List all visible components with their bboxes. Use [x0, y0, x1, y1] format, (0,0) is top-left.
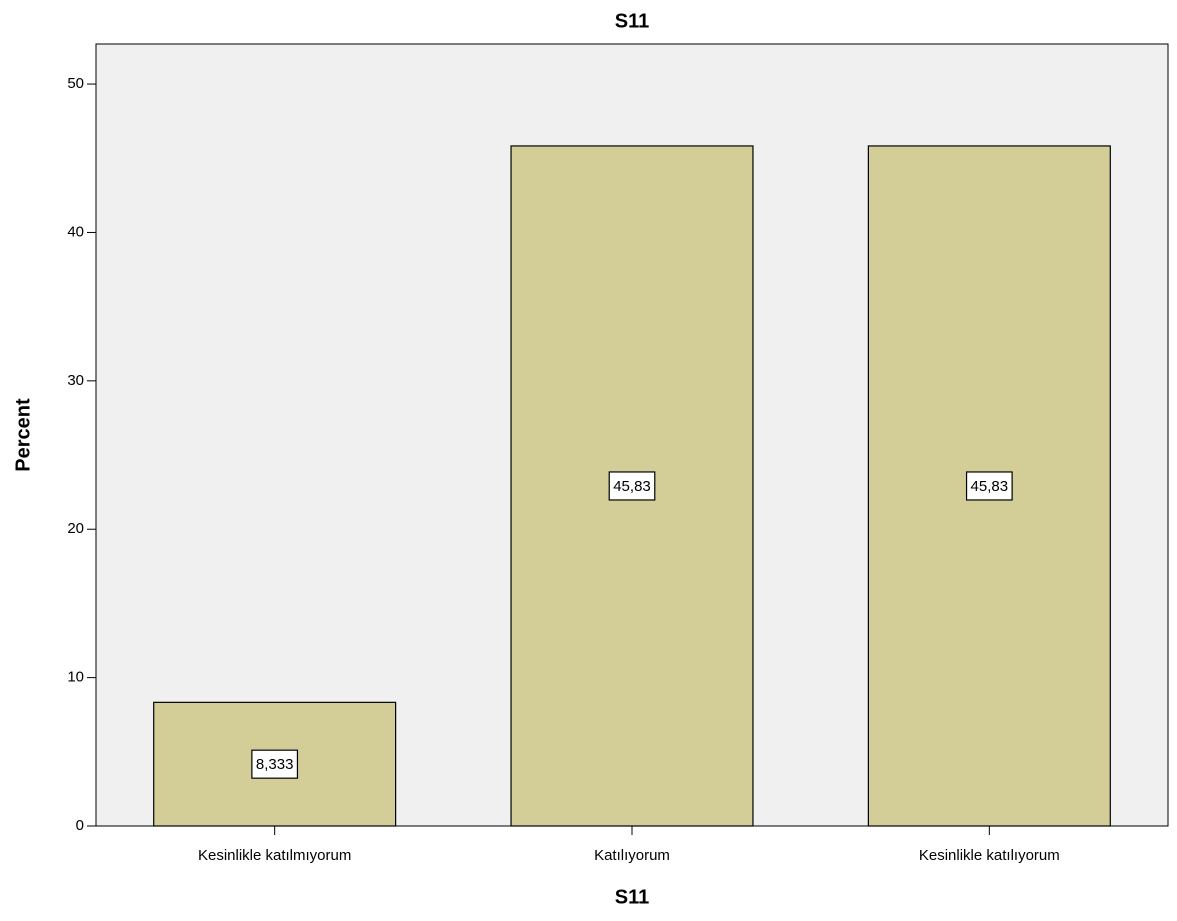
y-tick-label: 0 — [76, 817, 84, 834]
value-label-box — [608, 471, 656, 501]
x-axis-label: S11 — [615, 886, 649, 908]
value-label-box — [251, 749, 299, 779]
value-label: 45,83 — [613, 478, 651, 495]
value-label: 45,83 — [971, 478, 1009, 495]
y-axis-label: Percent — [12, 398, 34, 472]
y-tick-label: 40 — [67, 223, 84, 240]
value-label: 8,333 — [256, 756, 294, 773]
y-tick-label: 20 — [67, 520, 84, 537]
chart-title: S11 — [615, 10, 649, 32]
y-tick-label: 10 — [67, 669, 84, 686]
x-tick-label: Kesinlikle katılıyorum — [919, 847, 1060, 864]
x-tick-label: Kesinlikle katılmıyorum — [198, 847, 351, 864]
y-tick-label: 50 — [67, 75, 84, 92]
y-tick-label: 30 — [67, 372, 84, 389]
value-label-box — [965, 471, 1013, 501]
x-tick-label: Katılıyorum — [594, 847, 670, 864]
